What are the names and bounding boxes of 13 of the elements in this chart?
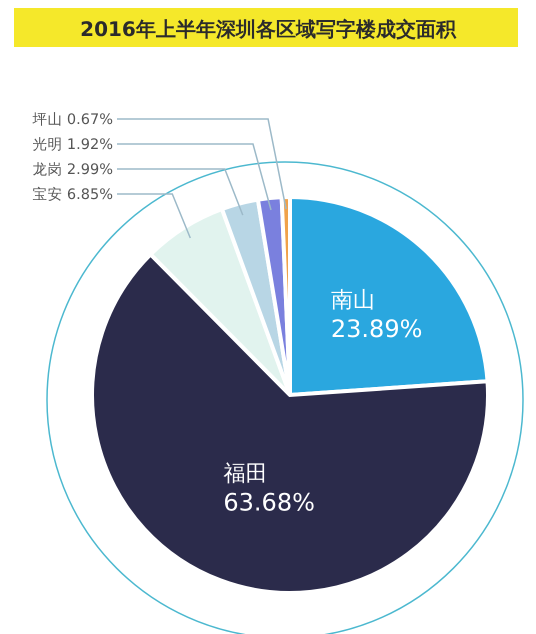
data-label: 23.89% [330,314,422,343]
data-label: 6.85% [66,187,113,203]
slice-label: 宝安 [32,187,62,203]
slice-label: 福田 [223,461,268,486]
slice-label: 坪山 [32,112,62,128]
data-label: 63.68% [223,488,315,516]
data-label: 2.99% [66,162,113,178]
slice-label: 光明 [32,137,62,153]
data-label: 1.92% [66,137,113,153]
slice-label: 龙岗 [32,162,62,178]
slice-label: 南山 [330,288,375,313]
data-label: 0.67% [66,112,113,128]
chart-title: 2016年上半年深圳各区域写字楼成交面积 [80,17,457,41]
